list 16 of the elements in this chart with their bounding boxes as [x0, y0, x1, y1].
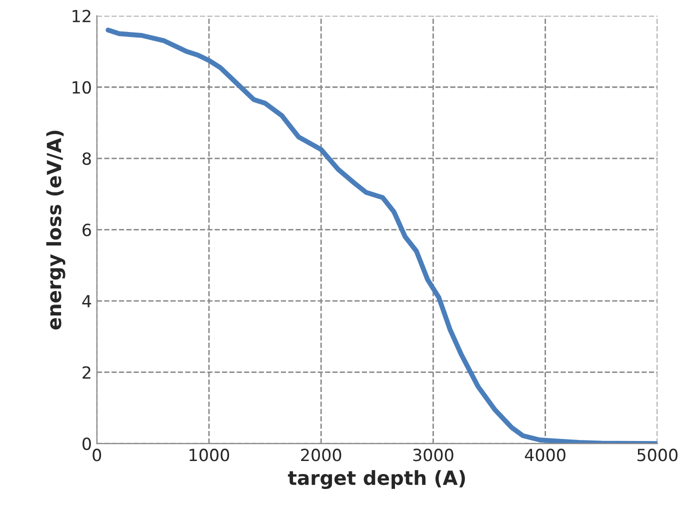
x-axis-title: target depth (A) — [288, 470, 465, 490]
x-tick-label: 4000 — [524, 448, 566, 462]
y-tick-label: 12 — [72, 10, 90, 22]
y-tick-label: 4 — [82, 295, 92, 308]
y-tick-label: 10 — [72, 81, 91, 94]
line-series — [106, 28, 658, 444]
y-axis-title: energy loss (eV/A) — [46, 130, 66, 330]
x-tick-label: 0 — [92, 448, 102, 462]
x-tick-label: 3000 — [413, 448, 454, 462]
x-tick-label: 5000 — [637, 448, 678, 462]
y-tick-label: 8 — [82, 152, 91, 165]
y-tick-label: 6 — [82, 224, 91, 236]
y-tick-label: 2 — [82, 366, 90, 379]
y-tick-label: 0 — [82, 437, 91, 450]
x-tick-label: 1000 — [190, 448, 230, 462]
x-tick-label: 2000 — [301, 448, 342, 462]
